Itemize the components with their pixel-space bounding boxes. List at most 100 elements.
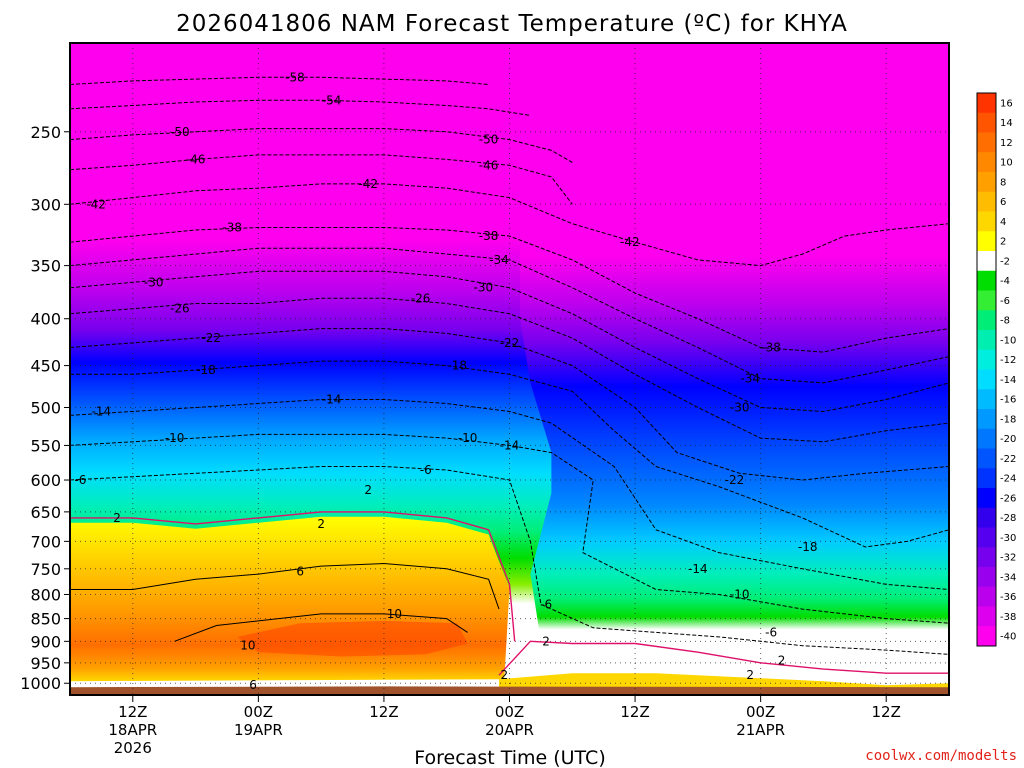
contour-line xyxy=(70,433,949,624)
x-tick-label: 12Z xyxy=(118,703,147,721)
contour-label: -18 xyxy=(196,363,216,377)
contour-line xyxy=(70,247,949,384)
contour-line xyxy=(70,270,949,413)
contour-label: 2 xyxy=(542,634,550,648)
colorbar-swatch xyxy=(977,586,996,607)
colorbar-swatch xyxy=(977,112,996,133)
contour-label: 6 xyxy=(296,564,304,578)
contour-label: -18 xyxy=(798,540,818,554)
x-tick-label: 12Z xyxy=(872,703,901,721)
colorbar-label: 8 xyxy=(1000,177,1006,188)
colorbar-label: -22 xyxy=(1000,454,1016,465)
contour-line xyxy=(70,76,489,85)
contour-line xyxy=(498,640,949,676)
colorbar-swatch xyxy=(977,369,996,390)
colorbar-swatch xyxy=(977,152,996,173)
contour-label: -34 xyxy=(740,372,760,386)
y-tick-label-450: 450 xyxy=(30,357,61,376)
colorbar-label: 6 xyxy=(1000,197,1006,208)
y-tick-label-250: 250 xyxy=(30,123,61,142)
contour-label: -6 xyxy=(765,625,777,639)
contour-label: -26 xyxy=(170,302,190,316)
grid xyxy=(70,43,949,695)
x-tick-label: 00Z xyxy=(746,703,775,721)
colorbar-swatch xyxy=(977,428,996,449)
contour-line xyxy=(70,399,949,590)
contour-label: 2 xyxy=(500,668,508,682)
y-tick-label-550: 550 xyxy=(30,436,61,455)
contour-line xyxy=(174,613,468,642)
contour-label: -22 xyxy=(500,336,520,350)
colorbar-label: -26 xyxy=(1000,493,1016,504)
colorbar-swatch xyxy=(977,270,996,291)
colorbar-swatch xyxy=(977,527,996,548)
colorbar-label: -38 xyxy=(1000,612,1016,623)
contour-label: -22 xyxy=(725,473,745,487)
colorbar-swatch xyxy=(977,191,996,212)
colorbar-swatch xyxy=(977,488,996,509)
y-tick-label-500: 500 xyxy=(30,399,61,418)
contour-label: -22 xyxy=(201,331,221,345)
y-tick-label-1000: 1000 xyxy=(20,674,61,693)
contour-label: 2 xyxy=(113,511,121,525)
colorbar-label: 12 xyxy=(1000,138,1013,149)
contour-label: -6 xyxy=(420,463,432,477)
x-axis-label: Forecast Time (UTC) xyxy=(414,747,605,768)
contour-label: -54 xyxy=(322,93,342,107)
colorbar-label: -32 xyxy=(1000,553,1016,564)
x-tick-label: 21APR xyxy=(736,721,785,739)
contour-label: -10 xyxy=(730,587,750,601)
x-tick-label: 00Z xyxy=(244,703,273,721)
warm-core-fill xyxy=(237,620,468,657)
colorbar-label: -2 xyxy=(1000,256,1010,267)
contour-label: -50 xyxy=(170,125,190,139)
y-tick-label-400: 400 xyxy=(30,310,61,329)
contour-label: -10 xyxy=(165,431,185,445)
colorbar-swatch xyxy=(977,507,996,528)
x-tick-label: 12Z xyxy=(620,703,649,721)
colorbar-swatch xyxy=(977,547,996,568)
contour-label: 2 xyxy=(746,668,754,682)
contour-label: -6 xyxy=(540,597,552,611)
colorbar-swatch xyxy=(977,251,996,272)
contour-line xyxy=(70,511,516,642)
contour-label: -42 xyxy=(620,235,640,249)
contour-label: 10 xyxy=(240,639,255,653)
colorbar-swatch xyxy=(977,567,996,588)
contour-label: -46 xyxy=(186,152,206,166)
contour-label: -34 xyxy=(489,253,509,267)
y-tick-label-750: 750 xyxy=(30,560,61,579)
x-tick-label: 2026 xyxy=(114,739,152,757)
contour-label: -10 xyxy=(458,431,478,445)
plot-area: -58 -54 -50 -46 -42 -42 -38 -50 -46 -38 -34 -30 -42 -… xyxy=(70,43,949,695)
colorbar-label: 4 xyxy=(1000,217,1006,228)
colorbar-swatch xyxy=(977,172,996,193)
colorbar-label: -24 xyxy=(1000,474,1016,485)
y-tick-label-300: 300 xyxy=(30,195,61,214)
x-tick-label: 20APR xyxy=(485,721,534,739)
contour-label: -26 xyxy=(411,291,431,305)
colorbar-label: -8 xyxy=(1000,316,1010,327)
contour-label: 6 xyxy=(249,678,257,692)
contour-label: 10 xyxy=(387,607,402,621)
colorbar-swatch xyxy=(977,211,996,232)
contour-label: -50 xyxy=(479,133,499,147)
y-tick-label-650: 650 xyxy=(30,503,61,522)
contour-label: -14 xyxy=(322,392,342,406)
x-tick-label: 00Z xyxy=(495,703,524,721)
x-tick-label: 19APR xyxy=(234,721,283,739)
colorbar-swatch xyxy=(977,448,996,469)
contour-line xyxy=(70,128,573,163)
colorbar-label: -18 xyxy=(1000,414,1016,425)
y-tick-label-350: 350 xyxy=(30,257,61,276)
colorbar-swatch xyxy=(977,231,996,252)
contour-label: -42 xyxy=(86,197,106,211)
colorbar-swatch xyxy=(977,330,996,351)
colorbar-label: -36 xyxy=(1000,592,1016,603)
colorbar-label: -34 xyxy=(1000,572,1016,583)
contour-labels: -58 -54 -50 -46 -42 -42 -38 -50 -46 -38 -34 -30 -42 -… xyxy=(74,70,817,692)
colorbar-swatch xyxy=(977,468,996,489)
contour-line xyxy=(70,183,949,267)
contour-label: -14 xyxy=(92,404,112,418)
